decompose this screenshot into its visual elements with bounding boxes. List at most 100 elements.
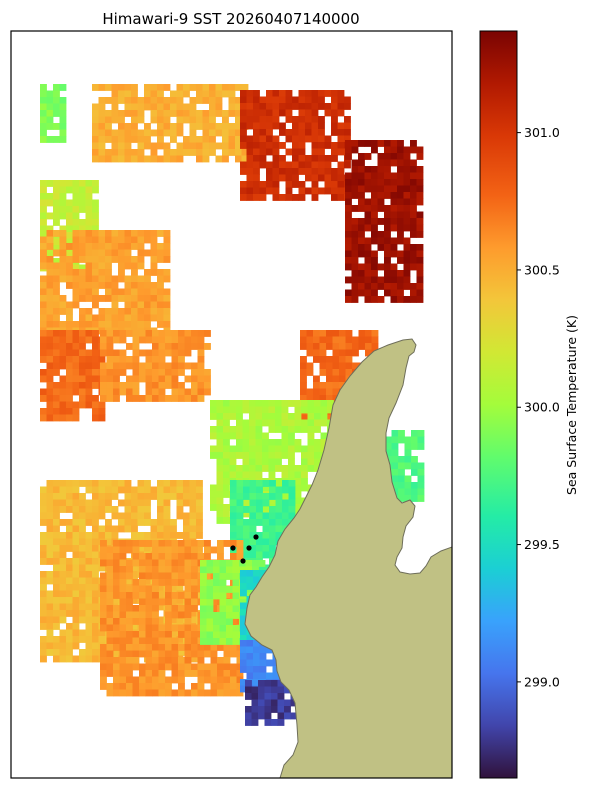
sst-cell xyxy=(249,538,257,546)
sst-cell xyxy=(403,257,411,264)
sst-cell xyxy=(163,103,171,111)
sst-cell xyxy=(242,458,250,466)
sst-cell xyxy=(390,283,398,290)
sst-cell xyxy=(85,480,93,487)
sst-cell xyxy=(92,230,99,237)
sst-cell xyxy=(285,135,293,143)
sst-cell xyxy=(242,465,250,472)
sst-cell xyxy=(256,486,263,494)
sst-cell xyxy=(59,408,67,415)
sst-cell xyxy=(266,161,273,169)
sst-cell xyxy=(163,275,171,283)
sst-cell xyxy=(85,538,93,546)
sst-cell xyxy=(139,637,146,645)
sst-cell xyxy=(259,187,267,195)
sst-cell xyxy=(403,263,411,271)
sst-cell xyxy=(124,480,132,487)
sst-cell xyxy=(176,480,184,487)
sst-cell xyxy=(410,146,417,154)
sst-cell xyxy=(157,499,164,507)
sst-cell xyxy=(307,432,315,440)
sst-cell xyxy=(240,181,247,188)
sst-cell xyxy=(264,719,272,726)
sst-cell xyxy=(253,679,260,686)
sst-cell xyxy=(282,486,289,494)
sst-cell xyxy=(176,97,184,104)
sst-cell xyxy=(223,419,230,427)
sst-cell xyxy=(318,116,325,123)
sst-cell xyxy=(305,96,312,104)
sst-cell xyxy=(332,330,340,337)
sst-cell xyxy=(351,140,359,147)
sst-cell xyxy=(351,257,359,264)
sst-cell xyxy=(235,97,242,104)
sst-cell xyxy=(126,637,133,645)
sst-cell xyxy=(152,598,159,606)
sst-cell xyxy=(92,288,99,296)
sst-cell xyxy=(72,282,80,289)
sst-cell xyxy=(152,362,159,370)
sst-cell xyxy=(176,486,184,494)
sst-cell xyxy=(79,571,86,578)
sst-cell xyxy=(46,382,54,389)
sst-cell xyxy=(364,140,372,147)
sst-cell xyxy=(300,362,307,370)
sst-cell xyxy=(416,250,424,258)
sst-cell xyxy=(105,525,112,533)
sst-cell xyxy=(298,168,306,175)
sst-cell xyxy=(236,493,244,500)
sst-cell xyxy=(206,638,214,645)
sst-cell xyxy=(113,611,120,619)
sst-cell xyxy=(403,270,411,277)
sst-cell xyxy=(245,693,252,700)
sst-cell xyxy=(358,244,365,251)
sst-cell xyxy=(79,206,86,213)
sst-cell xyxy=(339,356,346,363)
sst-cell xyxy=(226,599,233,606)
sst-cell xyxy=(200,599,207,606)
sst-cell xyxy=(345,179,352,186)
sst-cell xyxy=(282,519,289,526)
sst-cell xyxy=(113,349,120,357)
sst-cell xyxy=(53,525,60,533)
sst-cell xyxy=(391,462,399,470)
sst-cell xyxy=(196,84,203,91)
sst-cell xyxy=(137,512,145,520)
sst-cell xyxy=(213,618,220,626)
sst-cell xyxy=(113,585,120,593)
sst-cell xyxy=(126,689,133,697)
sst-cell xyxy=(176,616,184,624)
sst-cell xyxy=(301,445,308,453)
sst-cell xyxy=(111,506,119,513)
sst-cell xyxy=(344,96,351,104)
sst-cell xyxy=(171,382,179,389)
sst-cell xyxy=(176,584,184,591)
sst-cell xyxy=(105,288,112,296)
sst-cell xyxy=(281,432,289,440)
sst-cell xyxy=(85,230,93,237)
sst-cell xyxy=(79,564,86,572)
sst-cell xyxy=(371,205,378,212)
sst-cell xyxy=(219,579,227,587)
sst-cell xyxy=(204,572,211,580)
sst-cell xyxy=(236,663,244,671)
colorbar-tick-label: 301.0 xyxy=(524,125,560,140)
sst-cell xyxy=(92,186,99,194)
sst-cell xyxy=(191,343,198,350)
sst-cell xyxy=(371,250,378,258)
sst-cell xyxy=(266,122,273,130)
sst-cell xyxy=(132,585,140,593)
sst-cell xyxy=(139,683,146,690)
sst-cell xyxy=(85,256,93,263)
sst-cell xyxy=(314,413,321,420)
sst-cell xyxy=(319,362,327,370)
sst-cell xyxy=(313,336,320,344)
sst-cell xyxy=(306,362,314,370)
sst-cell xyxy=(230,553,237,560)
sst-cell xyxy=(139,572,146,580)
sst-cell xyxy=(139,650,146,658)
sst-cell xyxy=(191,683,198,690)
sst-cell xyxy=(358,276,365,284)
sst-cell xyxy=(282,506,289,513)
sst-cell xyxy=(311,109,319,117)
